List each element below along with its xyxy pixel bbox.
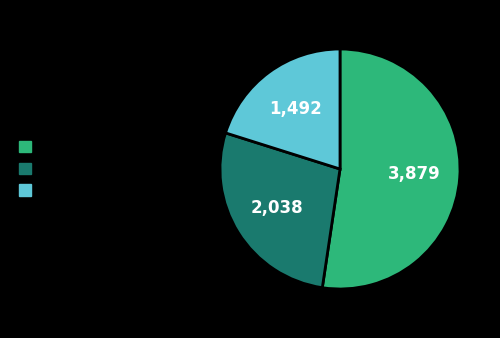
Text: 2,038: 2,038 xyxy=(250,199,303,217)
Wedge shape xyxy=(322,49,460,289)
Legend: Americas, EMEA, Asia Pacific: Americas, EMEA, Asia Pacific xyxy=(15,137,112,201)
Text: 1,492: 1,492 xyxy=(270,100,322,118)
Text: 3,879: 3,879 xyxy=(388,166,440,184)
Wedge shape xyxy=(226,49,340,169)
Wedge shape xyxy=(220,133,340,288)
